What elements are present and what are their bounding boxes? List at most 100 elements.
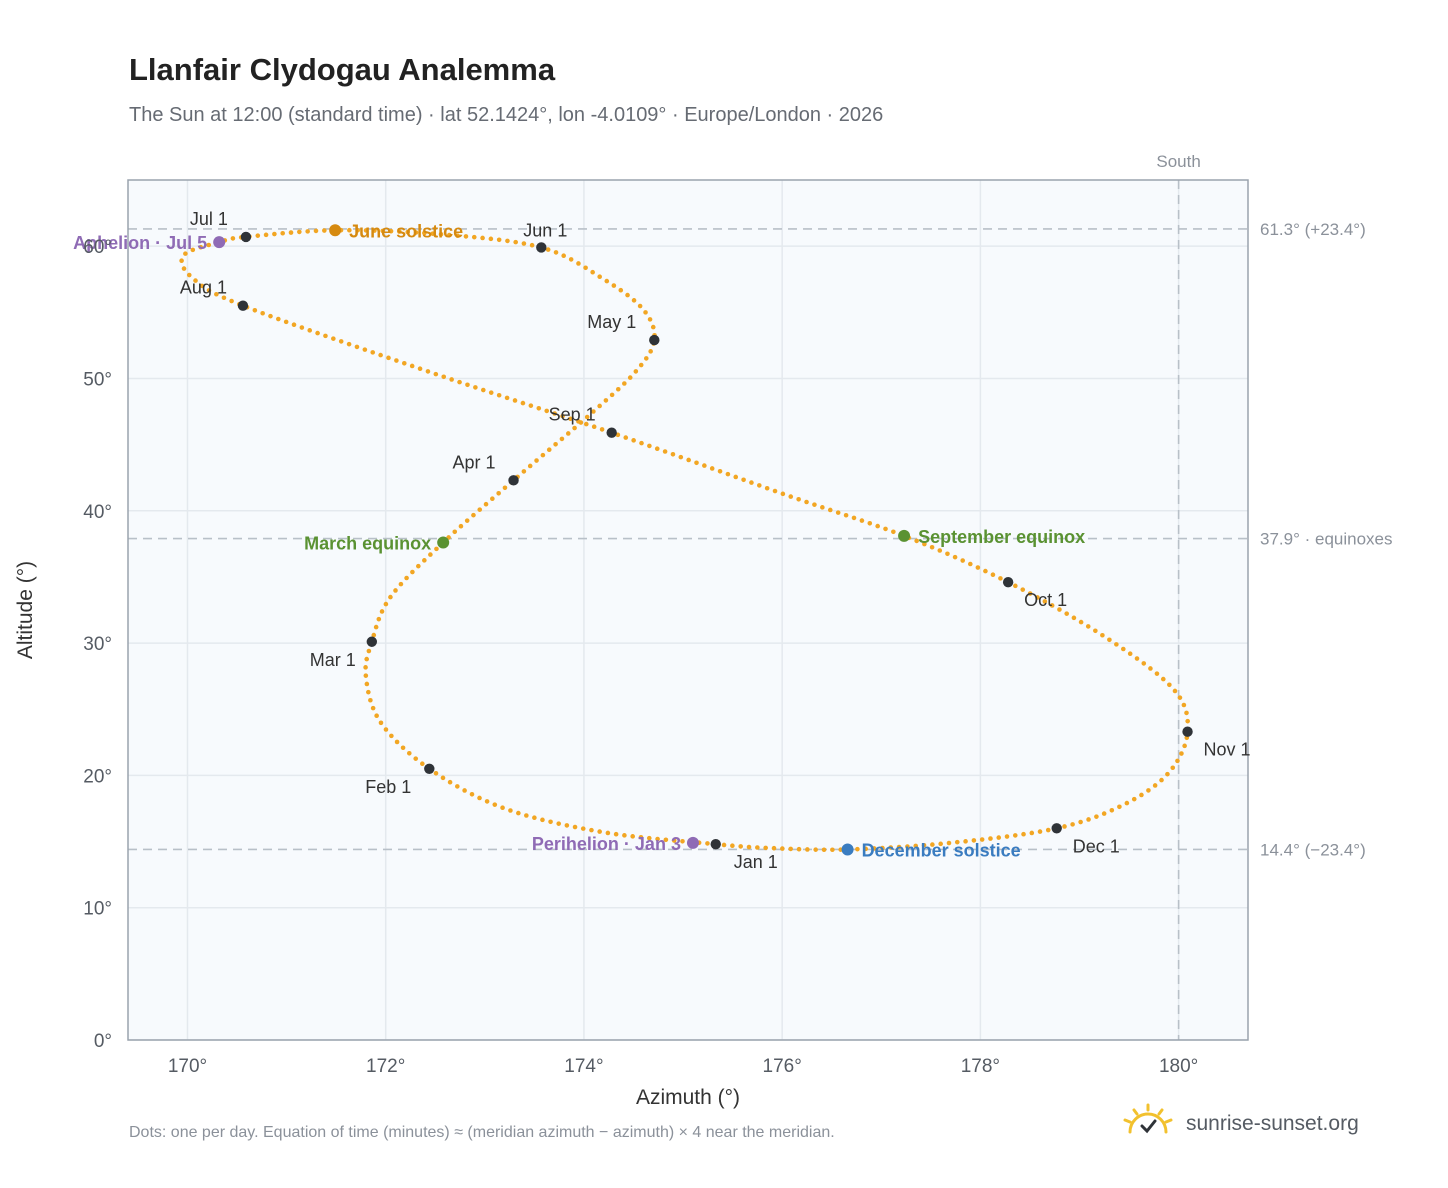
day-dot	[643, 310, 648, 315]
day-dot	[496, 392, 502, 398]
day-dot	[996, 835, 1002, 840]
day-dot	[181, 266, 187, 271]
day-dot	[179, 258, 184, 264]
day-dot	[488, 390, 494, 395]
month-marker	[424, 763, 435, 774]
day-dot	[373, 624, 379, 630]
day-dot	[1181, 702, 1187, 708]
day-dot	[891, 529, 896, 535]
month-marker	[1002, 577, 1014, 588]
month-marker-label: Jul 1	[190, 209, 228, 229]
day-dot	[545, 247, 551, 252]
day-dot	[1175, 758, 1180, 764]
day-dot	[930, 842, 935, 847]
day-dot	[1078, 619, 1084, 625]
day-dot	[694, 460, 699, 466]
day-dot	[413, 230, 419, 235]
day-dot	[1167, 682, 1172, 688]
day-dot	[1094, 814, 1099, 819]
day-dot	[363, 665, 368, 670]
day-dot	[338, 339, 344, 344]
day-dot	[1124, 800, 1130, 806]
day-dot	[1021, 831, 1026, 837]
day-dot	[305, 229, 310, 234]
day-dot	[867, 521, 873, 526]
day-dot	[611, 283, 617, 288]
day-dot	[288, 230, 294, 235]
day-dot	[655, 836, 660, 842]
day-dot	[738, 844, 743, 849]
day-dot	[1134, 656, 1140, 661]
day-dot	[502, 485, 508, 491]
day-dot	[406, 751, 412, 756]
day-dot	[998, 576, 1003, 581]
day-dot	[1172, 688, 1178, 694]
day-dot	[830, 847, 835, 853]
y-axis-ticks: 0° 10° 20° 30° 40° 50° 60°	[83, 237, 112, 1052]
day-dot	[646, 835, 652, 841]
day-dot	[615, 386, 621, 392]
day-dot	[835, 510, 841, 515]
day-dot	[433, 771, 439, 776]
day-dot	[1146, 788, 1151, 793]
day-dot	[198, 244, 204, 250]
day-dot	[627, 375, 633, 380]
reference-lines: 61.3° (+23.4°) 37.9° · equinoxes 14.4° (−2…	[128, 152, 1393, 1040]
day-dot	[1127, 651, 1133, 657]
day-dot	[447, 232, 452, 238]
day-dot	[465, 382, 470, 388]
day-dot	[544, 408, 550, 414]
day-dot	[1152, 783, 1158, 788]
month-marker	[240, 231, 252, 243]
month-marker-label: Nov 1	[1204, 740, 1251, 760]
y-tick-label: 60°	[83, 237, 112, 258]
day-dot	[527, 463, 533, 469]
day-dot	[1185, 718, 1190, 724]
day-dot	[780, 491, 786, 497]
day-dot	[371, 632, 377, 638]
day-dot	[183, 251, 188, 256]
brand[interactable]: sunrise-sunset.org	[1120, 1102, 1359, 1146]
y-tick-label: 20°	[83, 766, 112, 787]
month-marker	[1182, 726, 1193, 737]
day-dot	[512, 398, 518, 403]
day-dot	[721, 842, 727, 848]
day-dot	[1154, 671, 1160, 676]
day-dot	[888, 845, 894, 850]
day-dot	[291, 322, 297, 328]
day-dot	[572, 824, 578, 830]
day-dot	[1070, 822, 1075, 827]
day-dot	[1035, 595, 1040, 600]
day-dot	[521, 469, 527, 474]
month-markers: Jan 1 Feb 1 Mar 1 Apr 1 May 1 Jun 1 Jul 1 Aug 1…	[180, 209, 1251, 872]
day-dot	[398, 581, 404, 587]
day-dot	[397, 229, 402, 234]
day-dot	[430, 231, 436, 236]
day-dot	[513, 239, 518, 245]
day-dot	[568, 416, 573, 422]
day-dot	[741, 477, 746, 483]
day-dot	[843, 512, 849, 518]
day-dot	[529, 242, 535, 248]
day-dot	[484, 799, 490, 804]
day-dot	[1042, 599, 1048, 604]
day-dot	[379, 609, 385, 614]
day-dot	[583, 265, 588, 271]
event-label: Aphelion · Jul 5	[73, 233, 207, 253]
day-dot	[221, 295, 227, 301]
day-dot	[363, 228, 369, 233]
y-tick-label: 30°	[83, 634, 112, 655]
day-dot	[372, 228, 377, 233]
day-dot	[622, 833, 627, 838]
day-dot	[469, 791, 475, 797]
day-dot	[576, 261, 581, 266]
day-dot	[455, 784, 460, 789]
day-dot	[1117, 804, 1122, 810]
chart-title: Llanfair Clydogau Analemma	[129, 52, 556, 87]
day-dot	[561, 253, 566, 259]
day-dot	[1182, 743, 1187, 749]
day-dot	[631, 438, 636, 443]
day-dot	[623, 435, 629, 440]
day-dot	[214, 291, 219, 297]
month-marker-label: Oct 1	[1024, 590, 1067, 610]
